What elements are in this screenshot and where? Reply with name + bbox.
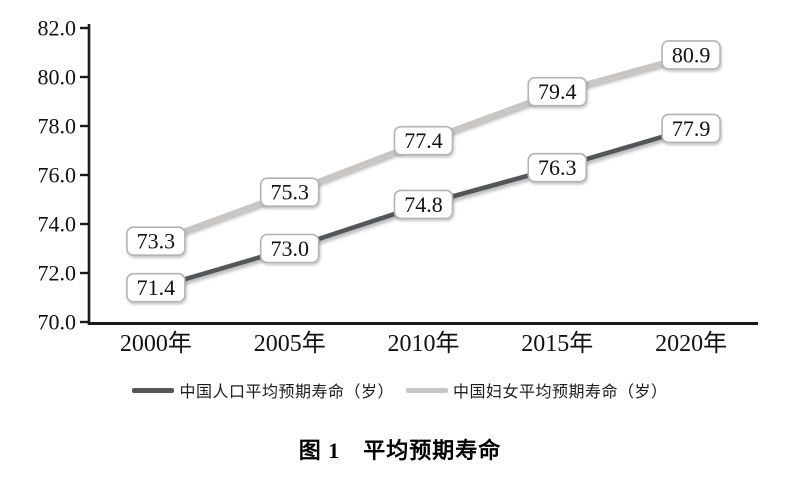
data-label-box (661, 40, 721, 70)
data-label: 74.8 (404, 192, 443, 217)
y-axis-label: 78.0 (38, 114, 77, 139)
data-label-box (126, 226, 186, 256)
chart-legend: 中国人口平均预期寿命（岁） 中国妇女平均预期寿命（岁） (0, 378, 800, 402)
x-axis-label: 2015年 (521, 330, 593, 357)
data-label: 75.3 (270, 180, 309, 205)
data-label: 76.3 (538, 155, 577, 180)
data-label: 73.3 (137, 229, 176, 254)
x-axis-label: 2005年 (254, 330, 326, 357)
y-axis-label: 72.0 (38, 261, 77, 286)
data-label: 77.9 (672, 116, 711, 141)
y-axis-label: 74.0 (38, 212, 77, 237)
y-axis-label: 82.0 (38, 16, 77, 41)
data-label-box (259, 233, 320, 264)
women-series-swatch (406, 387, 448, 393)
y-axis-label: 70.0 (38, 310, 77, 335)
data-label-box (527, 76, 588, 107)
population-series-swatch (132, 387, 175, 393)
data-label-box (259, 177, 320, 207)
y-axis-label: 76.0 (38, 163, 77, 188)
figure-caption: 图 1 平均预期寿命 (298, 438, 502, 463)
data-label: 80.9 (672, 42, 711, 67)
data-label: 71.4 (137, 275, 176, 300)
data-label: 79.4 (538, 79, 577, 104)
x-axis-label: 2000年 (120, 330, 192, 357)
data-label-box (661, 113, 721, 144)
legend-item-women: 中国妇女平均预期寿命（岁） (406, 378, 668, 402)
x-axis-label: 2010年 (388, 330, 460, 357)
data-label: 73.0 (270, 236, 309, 261)
women-series-label: 中国妇女平均预期寿命（岁） (453, 384, 668, 401)
legend-item-population: 中国人口平均预期寿命（岁） (132, 378, 394, 402)
x-axis-label: 2020年 (655, 330, 727, 357)
data-label: 77.4 (404, 128, 443, 153)
data-label-box (527, 152, 588, 183)
data-label-box (393, 125, 454, 156)
population-series-label: 中国人口平均预期寿命（岁） (179, 384, 394, 401)
data-label-box (393, 189, 454, 220)
line-chart: 70.0 72.0 74.0 76.0 78.0 80.0 82.0 2000年 2005年 20… (38, 16, 758, 357)
data-label-box (126, 272, 186, 303)
y-axis-label: 80.0 (38, 65, 77, 90)
